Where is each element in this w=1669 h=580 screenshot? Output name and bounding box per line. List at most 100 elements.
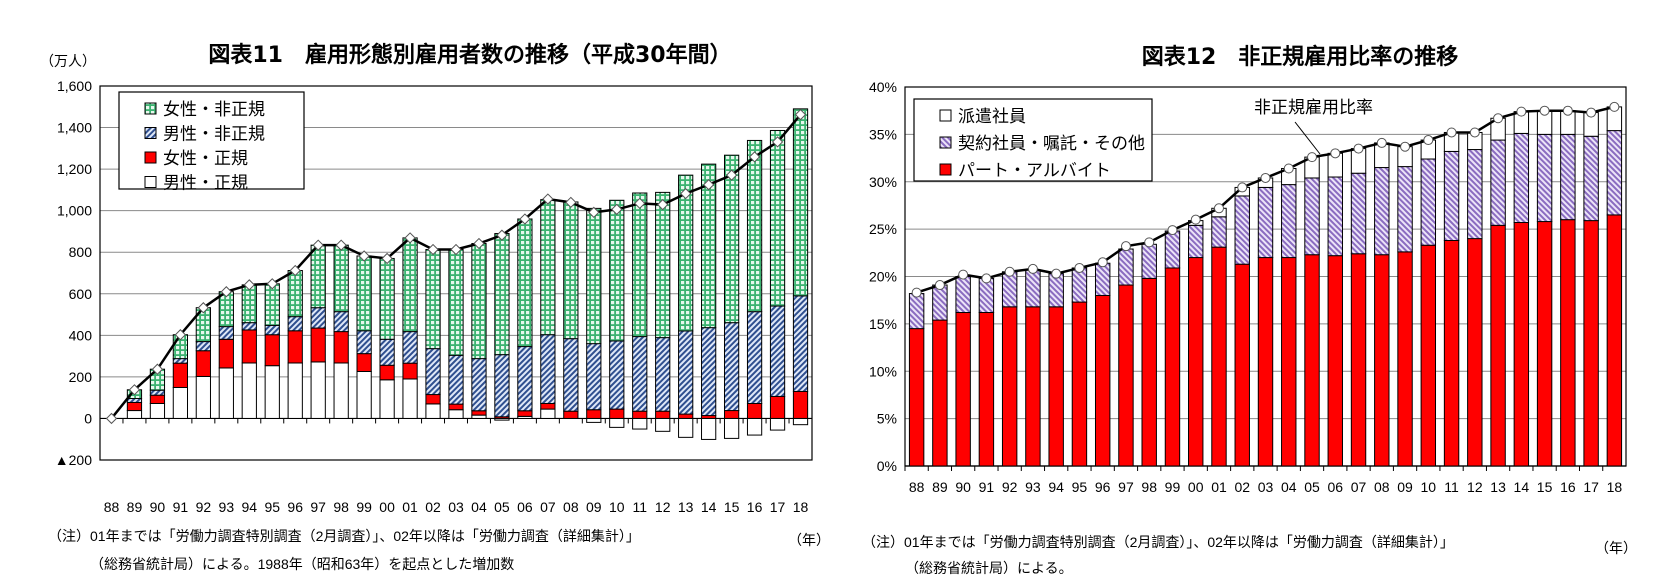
bar-segment-3 xyxy=(517,218,533,348)
bar-segment-2 xyxy=(655,337,671,412)
bar-segment-0 xyxy=(195,375,211,419)
y-tick-label: 5% xyxy=(877,411,897,427)
bar-segment-2 xyxy=(746,311,763,404)
bar-segment-1 xyxy=(769,395,786,419)
bar-segment-0 xyxy=(1188,257,1204,467)
bar-segment-3 xyxy=(723,154,740,324)
bar-segment-1 xyxy=(1211,216,1227,248)
bar-segment-1 xyxy=(540,402,556,410)
legend-swatch xyxy=(144,102,157,115)
bar-segment-0 xyxy=(1164,267,1181,467)
bar-segment-0 xyxy=(1443,239,1460,467)
bar-segment-0 xyxy=(149,402,166,419)
bar-segment-2 xyxy=(701,327,717,417)
line-point xyxy=(1051,268,1062,279)
bar-segment-0 xyxy=(540,408,556,419)
line-point xyxy=(588,206,600,218)
bar-segment-2 xyxy=(769,305,786,397)
bar-segment-0 xyxy=(333,362,349,419)
legend-swatch xyxy=(939,109,952,122)
line-point xyxy=(1074,262,1085,273)
bar-segment-1 xyxy=(149,394,166,404)
x-tick-label: 13 xyxy=(678,499,694,515)
bar-segment-0 xyxy=(978,312,995,467)
bar-segment-0 xyxy=(792,417,809,426)
x-tick-label: 91 xyxy=(173,499,189,515)
bar-segment-1 xyxy=(792,390,809,419)
line-point xyxy=(404,232,416,244)
bar-segment-1 xyxy=(1001,271,1018,308)
annotation-arrow xyxy=(1294,121,1321,155)
bar-segment-2 xyxy=(356,330,372,355)
bar-segment-2 xyxy=(517,346,533,412)
bar-segment-2 xyxy=(632,336,648,412)
bar-segment-1 xyxy=(678,413,694,419)
legend-label: 派遣社員 xyxy=(958,107,1026,127)
bar-segment-0 xyxy=(701,417,717,440)
bar-segment-0 xyxy=(1281,257,1297,467)
line-point xyxy=(1423,135,1434,146)
x-tick-label: 94 xyxy=(1048,479,1064,495)
bar-segment-1 xyxy=(379,364,395,381)
bar-segment-2 xyxy=(402,331,418,364)
bar-segment-0 xyxy=(172,386,189,419)
legend-swatch xyxy=(939,136,952,149)
bar-segment-1 xyxy=(1304,177,1320,256)
x-tick-label: 06 xyxy=(517,499,533,515)
bar-segment-2 xyxy=(723,322,740,412)
x-tick-label: 99 xyxy=(1165,479,1181,495)
x-tick-label: 10 xyxy=(609,499,625,515)
bar-segment-3 xyxy=(586,207,602,345)
bar-segment-0 xyxy=(218,367,234,419)
chart1-note-1: （注）01年までは「労働力調査特別調査（2月調査）」、02年以降は「労働力調査（… xyxy=(48,528,640,544)
y-tick-label: 800 xyxy=(69,244,93,260)
line-point xyxy=(702,179,715,191)
line-point xyxy=(680,187,692,200)
line-point xyxy=(1330,148,1341,159)
bar-segment-1 xyxy=(908,293,925,330)
line-point xyxy=(1283,163,1294,174)
line-annotation: 非正規雇用比率 xyxy=(1254,98,1373,118)
y-tick-label: 1,400 xyxy=(57,120,92,136)
y-tick-label: 1,200 xyxy=(57,161,92,177)
bar-segment-0 xyxy=(1513,221,1530,467)
legend-swatch xyxy=(939,163,952,176)
line-point xyxy=(1097,257,1108,268)
x-tick-label: 07 xyxy=(540,499,556,515)
line-point xyxy=(519,213,531,225)
x-tick-label: 92 xyxy=(1002,479,1018,495)
x-tick-label: 93 xyxy=(219,499,235,515)
bar-segment-1 xyxy=(1420,158,1437,246)
x-tick-label: 96 xyxy=(287,499,303,515)
bar-segment-1 xyxy=(1071,267,1088,303)
bar-segment-3 xyxy=(632,192,648,338)
legend-label: 男性・非正規 xyxy=(163,125,265,145)
x-tick-label: 99 xyxy=(356,499,372,515)
x-tick-label: 88 xyxy=(104,499,120,515)
bar-segment-2 xyxy=(195,341,211,352)
line-point xyxy=(1562,105,1573,116)
line-point xyxy=(771,136,784,148)
x-tick-label: 07 xyxy=(1351,479,1367,495)
bar-segment-2 xyxy=(563,338,579,412)
bar-segment-1 xyxy=(1490,139,1506,226)
bar-segment-0 xyxy=(241,362,257,419)
legend-label: 契約社員・嘱託・その他 xyxy=(958,134,1145,154)
x-tick-label: 09 xyxy=(1397,479,1413,495)
bar-segment-2 xyxy=(792,295,809,392)
line-point xyxy=(611,203,623,216)
line-point xyxy=(1469,127,1480,138)
bar-segment-1 xyxy=(1513,132,1530,223)
line-point xyxy=(1027,263,1038,274)
bar-segment-2 xyxy=(333,311,349,333)
line-point xyxy=(427,243,439,256)
bar-segment-3 xyxy=(287,270,303,318)
bar-segment-1 xyxy=(563,410,579,419)
line-point xyxy=(1167,225,1178,236)
line-point xyxy=(358,250,370,262)
line-point xyxy=(1237,182,1248,193)
y-tick-label: 1,000 xyxy=(57,203,92,219)
y-tick-label: 1,600 xyxy=(57,78,92,94)
bar-segment-0 xyxy=(908,328,925,467)
